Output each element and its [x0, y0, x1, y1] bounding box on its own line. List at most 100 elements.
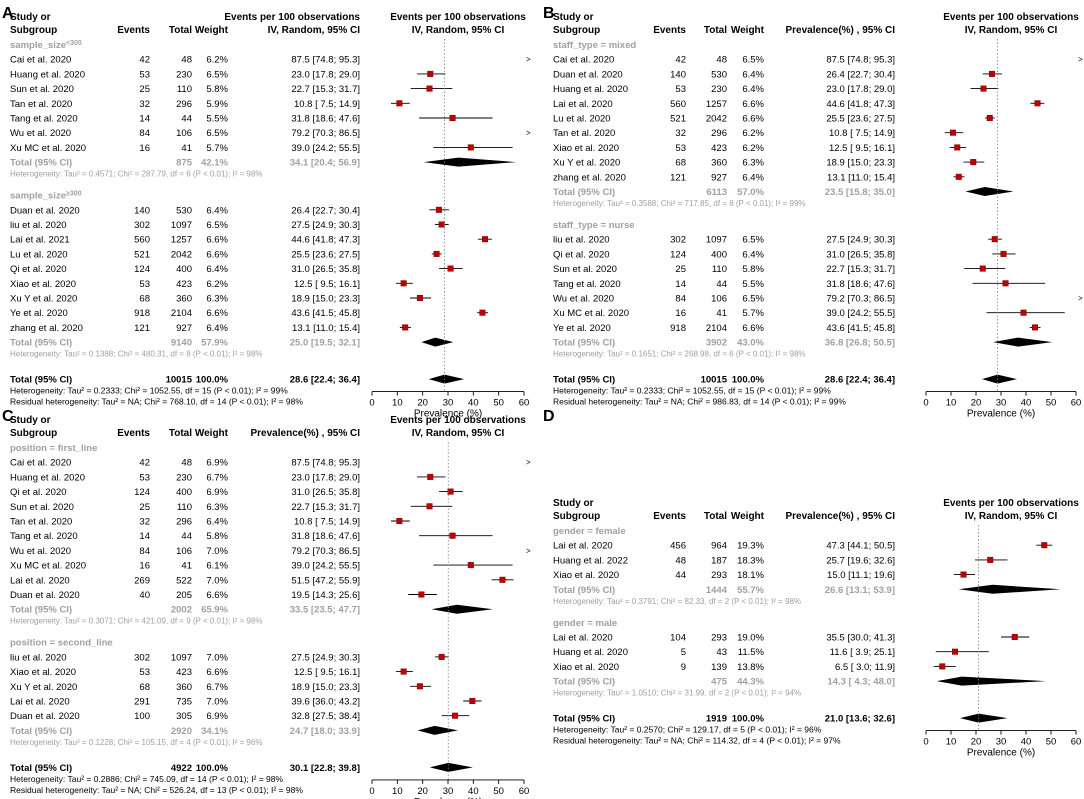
study-row: Sun et al. 2020 25 110 5.8% 22.7 [15.3; 31.7… [553, 264, 1006, 275]
study-ci: 31.0 [26.5; 35.8] [291, 487, 360, 498]
study-weight: 18.3% [737, 555, 764, 566]
header-weight: Weight [731, 511, 765, 522]
study-name: Qi et al. 2020 [10, 487, 67, 498]
x-tick-label: 20 [971, 737, 982, 748]
study-events: 53 [675, 143, 686, 154]
subgroup-heterogeneity: Heterogeneity: Tau² = 0.3791; Chi² = 82.… [553, 597, 801, 606]
study-total: 230 [176, 69, 192, 80]
subgroup-heterogeneity: Heterogeneity: Tau² = 0.4571; Chi² = 287… [10, 170, 263, 179]
study-events: 14 [139, 114, 150, 125]
study-events: 25 [675, 264, 686, 275]
study-weight: 6.6% [206, 667, 228, 678]
study-row: Wu et al. 2020 84 106 6.5% 79.2 [70.3; 86.5]… [553, 294, 1083, 305]
study-name: Sun et al. 2020 [10, 502, 74, 513]
header-total: Total [704, 25, 727, 36]
study-name: Tan et al. 2020 [553, 128, 615, 139]
study-total: 530 [711, 69, 727, 80]
footer-heterogeneity: Heterogeneity: Tau² = 0.2333; Chi² = 105… [553, 386, 831, 396]
point-estimate-box [1041, 542, 1048, 549]
study-weight: 19.0% [737, 633, 764, 644]
study-ci: 18.9 [15.0; 23.3] [826, 158, 895, 169]
study-events: 560 [670, 99, 686, 110]
study-events: 16 [139, 143, 150, 154]
study-row: Xu Y et al. 2020 68 360 6.3% 18.9 [15.0; 23.… [553, 158, 985, 169]
footer-heterogeneity: Heterogeneity: Tau² = 0.2886; Chi² = 745… [10, 774, 283, 784]
study-events: 302 [134, 652, 150, 663]
header-forest-2: IV, Random, 95% CI [412, 428, 505, 439]
x-tick-label: 0 [369, 786, 374, 797]
overflow-arrow: > [526, 129, 531, 138]
point-estimate-box [402, 324, 409, 331]
subgroup-label: gender = male [553, 618, 617, 629]
study-row: Xiao et al. 2020 9 139 13.8% 6.5 [ 3.0; 11.9… [553, 662, 956, 673]
subgroup-total-n: 1444 [706, 585, 728, 596]
study-total: 43 [716, 647, 727, 658]
subgroup-diamond [936, 676, 1046, 686]
subgroup-total-ci: 33.5 [23.5; 47.7] [290, 605, 360, 616]
point-estimate-box [960, 571, 967, 578]
study-total: 1097 [706, 235, 727, 246]
study-ci: 23.0 [17.8; 29.0] [291, 69, 360, 80]
overall-total-n: 4922 [171, 763, 192, 774]
study-weight: 6.3% [206, 294, 228, 305]
study-row: Tan et al. 2020 32 296 6.2% 10.8 [ 7.5; 14.9… [553, 128, 964, 139]
study-total: 296 [176, 517, 192, 528]
study-ci: 39.6 [36.0; 43.2] [291, 697, 360, 708]
study-weight: 5.9% [206, 99, 228, 110]
study-weight: 6.6% [206, 235, 228, 246]
x-tick-label: 0 [369, 398, 374, 409]
study-row: Xu Y et al. 2020 68 360 6.3% 18.9 [15.0; 23.… [10, 294, 432, 305]
study-row: Huang et al. 2020 53 230 6.7% 23.0 [17.8; 29… [10, 472, 446, 483]
header-study: Study or [10, 415, 51, 426]
study-ci: 39.0 [24.2; 55.5] [826, 308, 895, 319]
subgroup-total-n: 3902 [706, 338, 727, 349]
overall-diamond [982, 374, 1017, 384]
study-ci: 6.5 [ 3.0; 11.9] [835, 662, 895, 673]
study-weight: 7.0% [206, 697, 228, 708]
study-name: Wu et al. 2020 [553, 294, 614, 305]
study-weight: 6.2% [742, 128, 764, 139]
header-events: Events [653, 511, 686, 522]
subgroup-total-row: Total (95% CI) 1444 55.7% 26.6 [13.1; 53.9] [553, 584, 1061, 596]
overall-total-n: 1919 [706, 714, 727, 725]
x-tick-label: 40 [468, 786, 479, 797]
subgroup-total-label: Total (95% CI) [10, 338, 72, 349]
x-axis-title: Prevalence (%) [967, 409, 1035, 420]
x-tick-label: 10 [392, 786, 403, 797]
study-name: Lai et al. 2020 [553, 633, 613, 644]
study-events: 84 [675, 294, 686, 305]
study-total: 964 [711, 541, 727, 552]
study-total: 41 [181, 561, 192, 572]
study-events: 53 [675, 84, 686, 95]
study-row: Qi et al. 2020 124 400 6.4% 31.0 [26.5; 35.8… [553, 249, 1016, 260]
study-ci: 44.6 [41.8; 47.3] [826, 99, 895, 110]
subgroup-total-weight: 57.9% [201, 338, 228, 349]
study-weight: 5.7% [742, 308, 764, 319]
study-weight: 19.3% [737, 541, 764, 552]
study-row: Huang et al. 2020 5 43 11.5% 11.6 [ 3.9; 25.… [553, 647, 989, 658]
overall-total-row: Total (95% CI) 10015 100.0% 28.6 [22.4; 36.… [10, 374, 465, 386]
overall-diamond [429, 762, 473, 772]
study-row: Xiao et al. 2020 44 293 18.1% 15.0 [11.1; 19… [553, 570, 975, 581]
point-estimate-box [980, 85, 987, 92]
study-total: 400 [176, 487, 192, 498]
study-name: Lai et al. 2021 [10, 235, 70, 246]
subgroup-total-label: Total (95% CI) [10, 605, 72, 616]
study-total: 360 [711, 158, 727, 169]
subgroup-total-ci: 26.6 [13.1; 53.9] [825, 585, 895, 596]
study-name: liu et al. 2020 [10, 220, 67, 231]
overall-total-n: 10015 [701, 375, 728, 386]
subgroup-diamond [993, 337, 1053, 347]
study-weight: 5.8% [206, 84, 228, 95]
header-weight: Weight [195, 25, 229, 36]
x-tick-label: 50 [1046, 398, 1057, 409]
study-name: liu et al. 2020 [553, 235, 610, 246]
subgroup-heterogeneity: Heterogeneity: Tau² = 0.1228; Chi² = 105… [10, 738, 263, 747]
study-ci: 87.5 [74.8; 95.3] [826, 55, 895, 66]
point-estimate-box [452, 712, 459, 719]
study-events: 25 [139, 84, 150, 95]
study-weight: 7.0% [206, 546, 228, 557]
subgroup-label: position = second_line [10, 638, 113, 649]
point-estimate-box [1011, 634, 1018, 640]
